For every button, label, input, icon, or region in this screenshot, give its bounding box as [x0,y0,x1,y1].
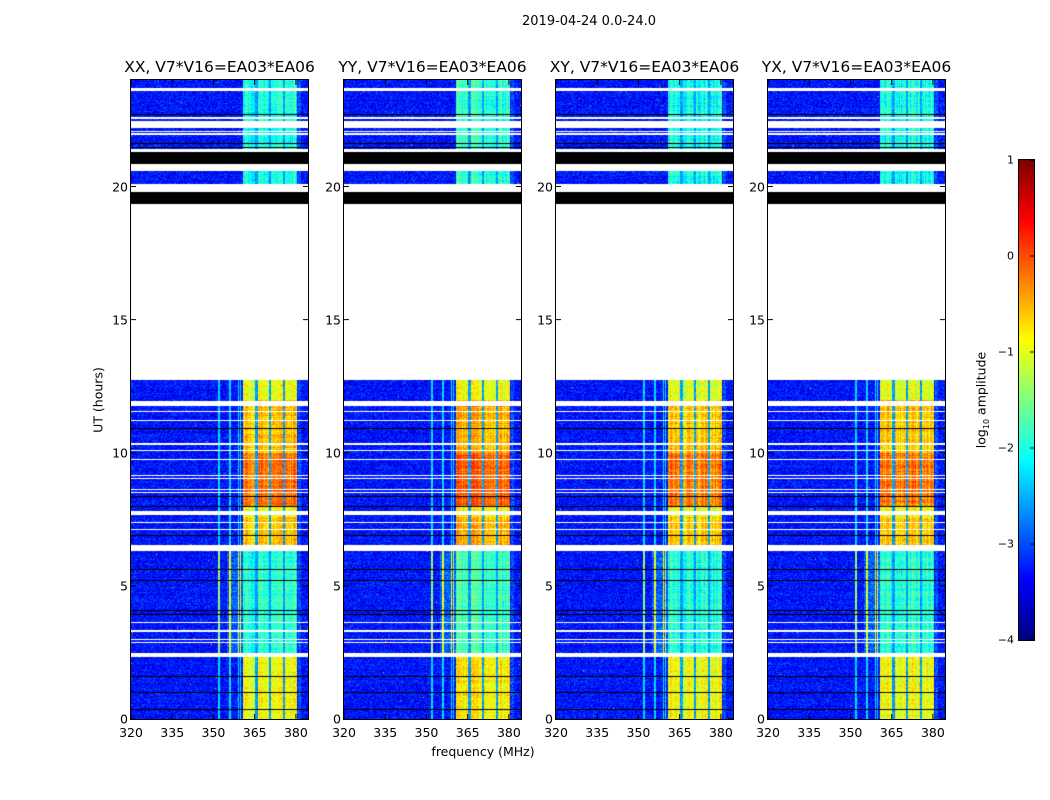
x-tick-label: 365 [667,725,692,740]
x-tick-label: 335 [373,725,398,740]
colorbar-tick-label: 0 [1007,249,1014,263]
y-tick-label: 20 [537,179,553,194]
y-tick-label: 5 [545,578,553,594]
heatmap-canvas [131,80,308,719]
x-tick-label: 350 [626,725,651,740]
x-tick-label: 350 [838,725,863,740]
colorbar-label-log: log [973,429,989,449]
y-tick-label: 5 [757,578,765,594]
y-tick-label: 0 [120,711,128,727]
x-tick-label: 380 [496,725,521,740]
heatmap-panel-2 [343,79,522,720]
heatmap-canvas [556,80,733,719]
colorbar-tick-label: −4 [997,633,1014,647]
colorbar-tick-label: 1 [1007,153,1014,167]
heatmap-panel-4 [767,79,946,720]
x-tick-label: 380 [708,725,733,740]
y-tick-label: 10 [537,445,553,461]
x-tick-label: 335 [797,725,822,740]
y-tick-label: 15 [749,312,765,328]
x-tick-label: 320 [756,725,780,740]
y-tick-label: 0 [333,711,341,727]
y-tick-label: 15 [537,312,553,328]
x-tick-label: 365 [242,725,267,740]
x-tick-label: 320 [119,725,143,740]
panel-title: XX, V7*V16=EA03*EA06 [124,58,315,76]
axis-ticks [556,80,733,719]
x-tick-label: 365 [879,725,904,740]
colorbar-label-suffix: amplitude [973,351,989,419]
y-tick-label: 10 [749,445,765,461]
y-tick-label: 0 [757,711,765,727]
colorbar-label-sub: 10 [981,418,991,430]
x-axis-label: frequency (MHz) [431,744,535,759]
y-tick-label: 20 [325,179,341,194]
y-tick-label: 5 [120,578,128,594]
x-tick-label: 380 [920,725,945,740]
x-tick-label: 350 [201,725,226,740]
colorbar-tick-label: −1 [997,345,1014,359]
x-tick-label: 350 [414,725,439,740]
axis-ticks [344,80,521,719]
y-tick-label: 15 [325,312,341,328]
y-tick-label: 0 [545,711,553,727]
y-tick-label: 5 [333,578,341,594]
panel-title: YY, V7*V16=EA03*EA06 [338,58,527,76]
y-tick-label: 10 [325,445,341,461]
y-tick-label: 20 [112,179,128,194]
colorbar-label: log10 amplitude [973,352,991,448]
axis-ticks [131,80,308,719]
x-tick-label: 335 [585,725,610,740]
panel-title: YX, V7*V16=EA03*EA06 [761,58,952,76]
colorbar-tick-label: −2 [997,441,1014,455]
x-tick-label: 380 [283,725,308,740]
y-tick-label: 15 [112,312,128,328]
colorbar-gradient [1019,160,1034,640]
axis-ticks [768,80,945,719]
figure-title: 2019-04-24 0.0-24.0 [522,14,656,29]
x-tick-label: 320 [544,725,568,740]
colorbar-tick-label: −3 [997,537,1014,551]
y-axis-label: UT (hours) [90,367,106,433]
heatmap-panel-1 [130,79,309,720]
heatmap-panel-3 [555,79,734,720]
panel-title: XY, V7*V16=EA03*EA06 [549,58,740,76]
x-tick-label: 335 [160,725,185,740]
heatmap-canvas [768,80,945,719]
x-tick-label: 320 [332,725,356,740]
colorbar [1018,159,1035,641]
heatmap-canvas [344,80,521,719]
y-tick-label: 20 [749,179,765,194]
y-tick-label: 10 [112,445,128,461]
x-tick-label: 365 [455,725,480,740]
